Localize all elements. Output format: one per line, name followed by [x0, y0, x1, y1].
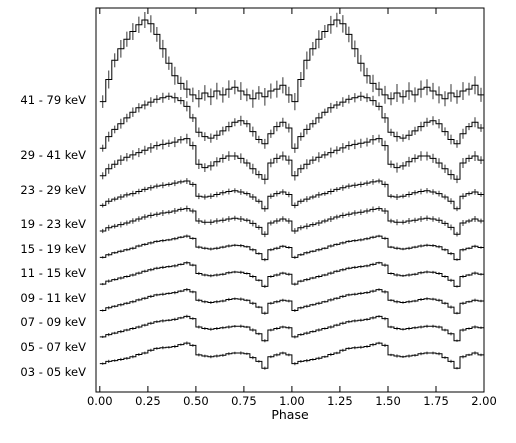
energy-band-label: 03 - 05 keV: [20, 365, 86, 379]
x-tick-label: 0.00: [87, 394, 113, 408]
energy-band-label: 05 - 07 keV: [20, 340, 86, 354]
energy-band-label: 11 - 15 keV: [20, 266, 86, 280]
x-tick-label: 0.25: [135, 394, 161, 408]
profile-line: [99, 262, 484, 287]
profile-line: [99, 289, 484, 314]
energy-band-label: 09 - 11 keV: [20, 291, 86, 305]
profile-curves: [99, 12, 484, 370]
energy-band-label: 41 - 79 keV: [20, 93, 86, 107]
profile-line: [99, 138, 484, 180]
energy-band-label: 29 - 41 keV: [20, 148, 86, 162]
x-tick-label: 0.50: [183, 394, 209, 408]
x-tick-label: 0.75: [231, 394, 257, 408]
energy-band-labels: 03 - 05 keV 05 - 07 keV 07 - 09 keV 09 - 11…: [20, 93, 86, 379]
profile-line: [99, 342, 484, 369]
energy-band-label: 23 - 29 keV: [20, 183, 86, 197]
profile-line: [99, 19, 484, 103]
x-axis-tick-labels: 0.00 0.25 0.50 0.75 1.00 1.25 1.50 1.75 2.00: [87, 394, 497, 408]
energy-band-label: 07 - 09 keV: [20, 315, 86, 329]
x-tick-label: 1.75: [423, 394, 449, 408]
x-tick-label: 1.00: [279, 394, 305, 408]
energy-band-label: 15 - 19 keV: [20, 242, 86, 256]
energy-band-label: 19 - 23 keV: [20, 217, 86, 231]
profile-line: [99, 95, 484, 149]
profile-line: [99, 315, 484, 342]
x-axis-label: Phase: [271, 407, 309, 422]
profile-line: [99, 180, 484, 210]
x-tick-label: 2.00: [471, 394, 497, 408]
x-tick-label: 1.50: [375, 394, 401, 408]
plot-frame: [95, 7, 485, 393]
profile-line: [99, 208, 484, 235]
profile-line: [99, 235, 484, 261]
x-axis-ticks: [99, 8, 485, 392]
x-tick-label: 1.25: [327, 394, 353, 408]
